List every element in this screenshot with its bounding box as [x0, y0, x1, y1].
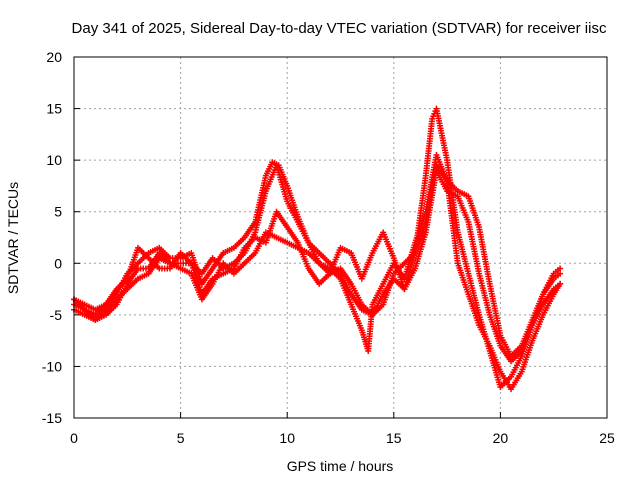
data-series: [71, 105, 564, 393]
x-tick-label: 15: [386, 430, 402, 446]
data-point: [557, 280, 564, 287]
x-axis-label: GPS time / hours: [287, 458, 394, 474]
series-track-c: [71, 167, 564, 365]
axis-ticks: 0 5 10 15 20 25 -15 -10 -5 0 5 10 15 20: [42, 49, 615, 446]
y-tick-label: -10: [42, 358, 62, 374]
y-tick-label: 0: [54, 255, 62, 271]
y-tick-label: -5: [50, 307, 63, 323]
y-tick-label: 15: [46, 101, 62, 117]
x-tick-label: 10: [279, 430, 295, 446]
x-tick-label: 5: [177, 430, 185, 446]
y-tick-label: -15: [42, 410, 62, 426]
plot-frame: [73, 56, 608, 419]
data-point: [557, 270, 564, 277]
y-tick-label: 10: [46, 152, 62, 168]
x-tick-label: 0: [70, 430, 78, 446]
y-tick-label: 5: [54, 204, 62, 220]
x-tick-label: 20: [493, 430, 509, 446]
chart-title: Day 341 of 2025, Sidereal Day-to-day VTE…: [72, 20, 607, 37]
grid-lines: [74, 57, 607, 418]
y-axis-label: SDTVAR / TECUs: [5, 182, 21, 294]
series-track-d: [71, 162, 564, 360]
y-tick-label: 20: [46, 49, 62, 65]
data-point: [557, 265, 564, 272]
x-tick-label: 25: [599, 430, 615, 446]
